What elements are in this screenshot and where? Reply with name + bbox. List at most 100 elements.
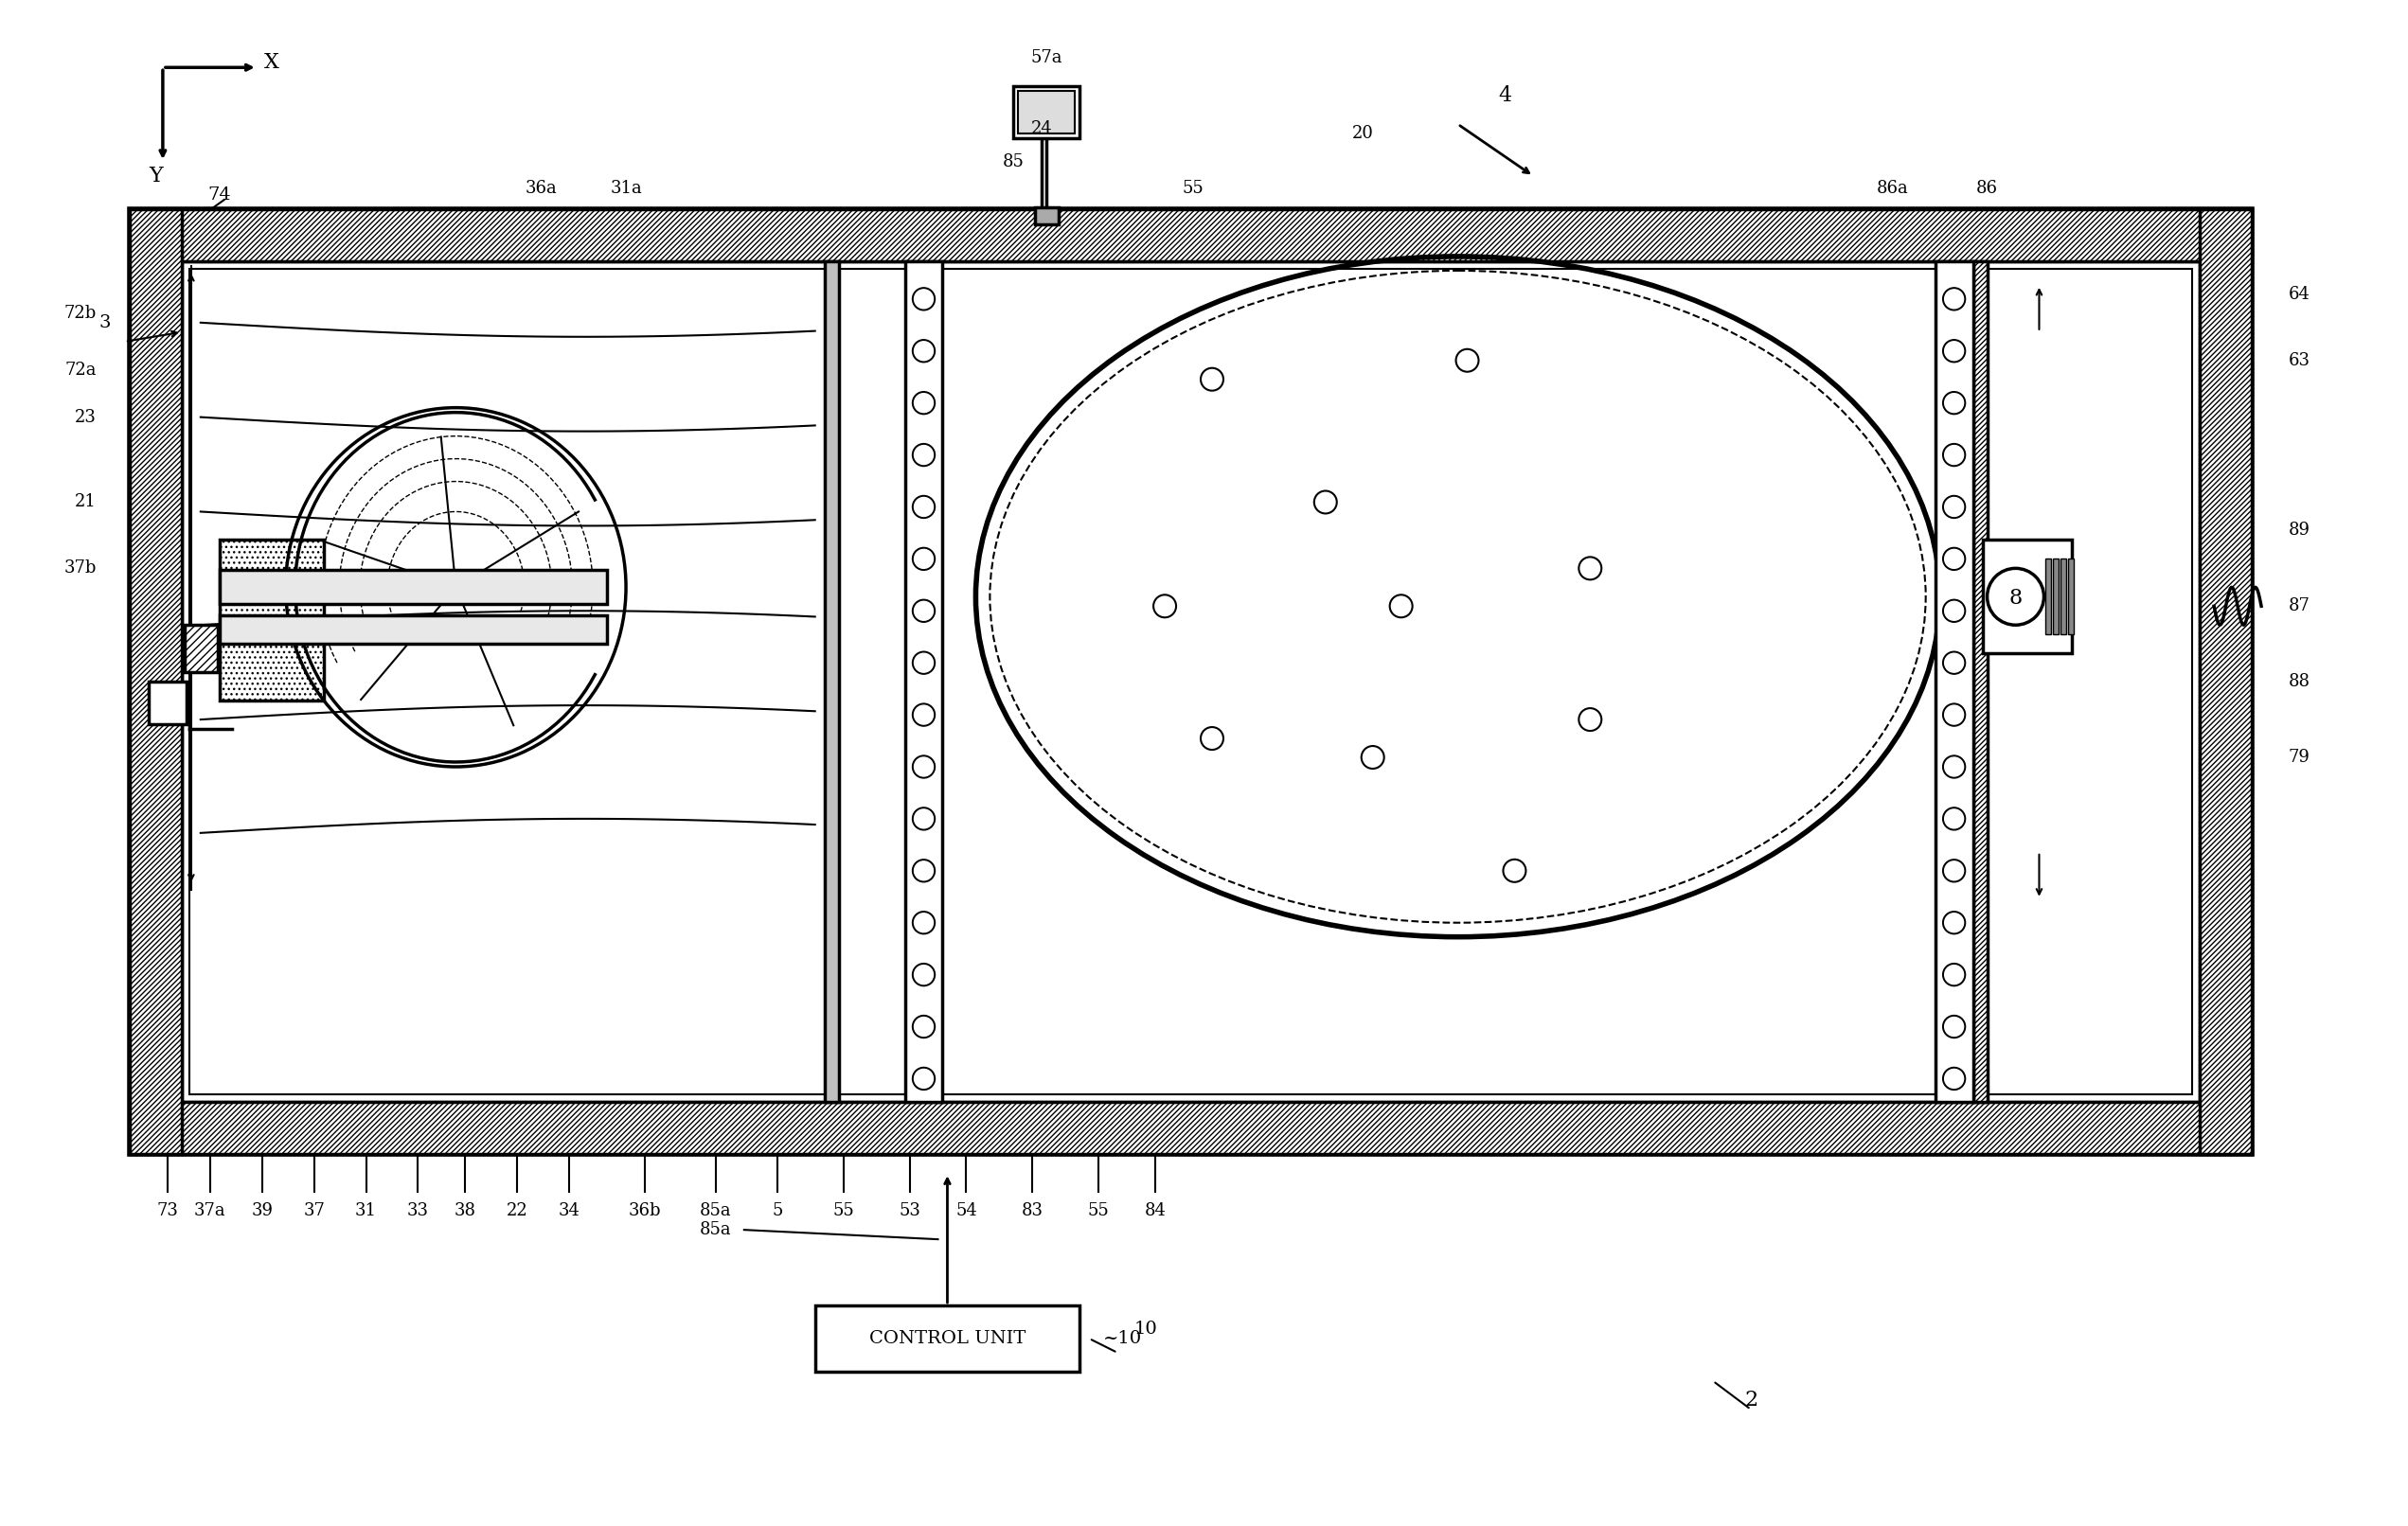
Bar <box>130 1102 2251 1154</box>
Circle shape <box>913 288 934 310</box>
Circle shape <box>915 757 934 777</box>
Bar <box>1035 208 1060 224</box>
Circle shape <box>913 1067 934 1090</box>
Circle shape <box>913 703 934 726</box>
Bar <box>2047 559 2052 635</box>
Bar <box>824 261 838 1102</box>
Text: 21: 21 <box>75 493 96 511</box>
Bar <box>130 209 2251 261</box>
Text: 4: 4 <box>1498 85 1512 107</box>
Bar <box>219 571 607 604</box>
Circle shape <box>1943 1067 1965 1090</box>
Circle shape <box>1946 601 1963 620</box>
Text: 10: 10 <box>1134 1320 1158 1338</box>
Text: 8: 8 <box>2008 588 2023 609</box>
Circle shape <box>1946 757 1963 777</box>
Text: 38: 38 <box>455 1202 477 1219</box>
Text: 85a: 85a <box>701 1221 732 1239</box>
Bar <box>1982 540 2073 653</box>
Circle shape <box>913 755 934 778</box>
Circle shape <box>1946 705 1963 725</box>
Text: 85a: 85a <box>701 1202 732 1219</box>
Circle shape <box>1946 653 1963 673</box>
Text: 89: 89 <box>2288 522 2309 539</box>
Text: 37a: 37a <box>195 1202 226 1219</box>
Circle shape <box>913 444 934 467</box>
Circle shape <box>1946 446 1963 464</box>
Circle shape <box>1943 444 1965 467</box>
Bar <box>1019 92 1074 134</box>
Circle shape <box>913 340 934 362</box>
Circle shape <box>1946 290 1963 308</box>
Circle shape <box>913 548 934 571</box>
Bar <box>1014 87 1079 139</box>
Bar <box>905 261 942 1102</box>
Circle shape <box>1943 807 1965 830</box>
Text: 88: 88 <box>2288 673 2309 690</box>
Circle shape <box>1943 392 1965 414</box>
Circle shape <box>915 966 934 984</box>
Text: 55: 55 <box>1182 180 1204 197</box>
Circle shape <box>915 809 934 829</box>
Text: 85: 85 <box>1002 154 1023 171</box>
Circle shape <box>1946 497 1963 516</box>
Circle shape <box>1946 394 1963 412</box>
Circle shape <box>1943 911 1965 934</box>
Circle shape <box>915 1070 934 1088</box>
Text: 64: 64 <box>2288 285 2309 302</box>
Circle shape <box>913 807 934 830</box>
Circle shape <box>915 913 934 932</box>
Text: 31a: 31a <box>609 180 643 197</box>
Text: 37: 37 <box>303 1202 325 1219</box>
Circle shape <box>915 601 934 620</box>
Circle shape <box>1943 548 1965 571</box>
Bar <box>1936 261 1972 1102</box>
Bar <box>149 682 185 725</box>
Circle shape <box>915 446 934 464</box>
Text: CONTROL UNIT: CONTROL UNIT <box>869 1331 1026 1347</box>
Text: 73: 73 <box>157 1202 178 1219</box>
Circle shape <box>913 392 934 414</box>
Bar <box>219 615 607 644</box>
Text: 87: 87 <box>2288 598 2309 615</box>
Circle shape <box>1943 859 1965 882</box>
Bar <box>2061 559 2066 635</box>
Circle shape <box>1943 288 1965 310</box>
Circle shape <box>1946 966 1963 984</box>
Text: 34: 34 <box>559 1202 580 1219</box>
Circle shape <box>915 705 934 725</box>
Text: 72b: 72b <box>65 305 96 322</box>
Circle shape <box>1946 861 1963 881</box>
Circle shape <box>913 859 934 882</box>
Circle shape <box>915 497 934 516</box>
Bar <box>2201 209 2251 1154</box>
Bar <box>181 261 2201 1102</box>
Bar <box>2054 559 2059 635</box>
Text: 53: 53 <box>898 1202 920 1219</box>
Text: 72a: 72a <box>65 362 96 378</box>
Text: 36a: 36a <box>525 180 556 197</box>
Circle shape <box>913 1015 934 1038</box>
Circle shape <box>913 911 934 934</box>
Text: 84: 84 <box>1144 1202 1165 1219</box>
Circle shape <box>1946 549 1963 568</box>
Text: 37b: 37b <box>65 560 96 577</box>
Circle shape <box>915 549 934 568</box>
Text: 3: 3 <box>99 314 111 331</box>
Circle shape <box>913 652 934 674</box>
Bar <box>1972 261 1987 1102</box>
Text: X: X <box>265 52 279 73</box>
Bar <box>130 209 181 1154</box>
Text: 31: 31 <box>354 1202 378 1219</box>
Circle shape <box>1943 340 1965 362</box>
Text: 54: 54 <box>956 1202 978 1219</box>
Text: 83: 83 <box>1021 1202 1043 1219</box>
Circle shape <box>1946 1018 1963 1036</box>
Circle shape <box>1943 652 1965 674</box>
Text: 74: 74 <box>207 186 231 203</box>
Text: 5: 5 <box>773 1202 783 1219</box>
Text: 23: 23 <box>75 409 96 426</box>
Circle shape <box>1946 342 1963 360</box>
Text: 2: 2 <box>1743 1390 1758 1410</box>
Bar <box>2068 559 2073 635</box>
